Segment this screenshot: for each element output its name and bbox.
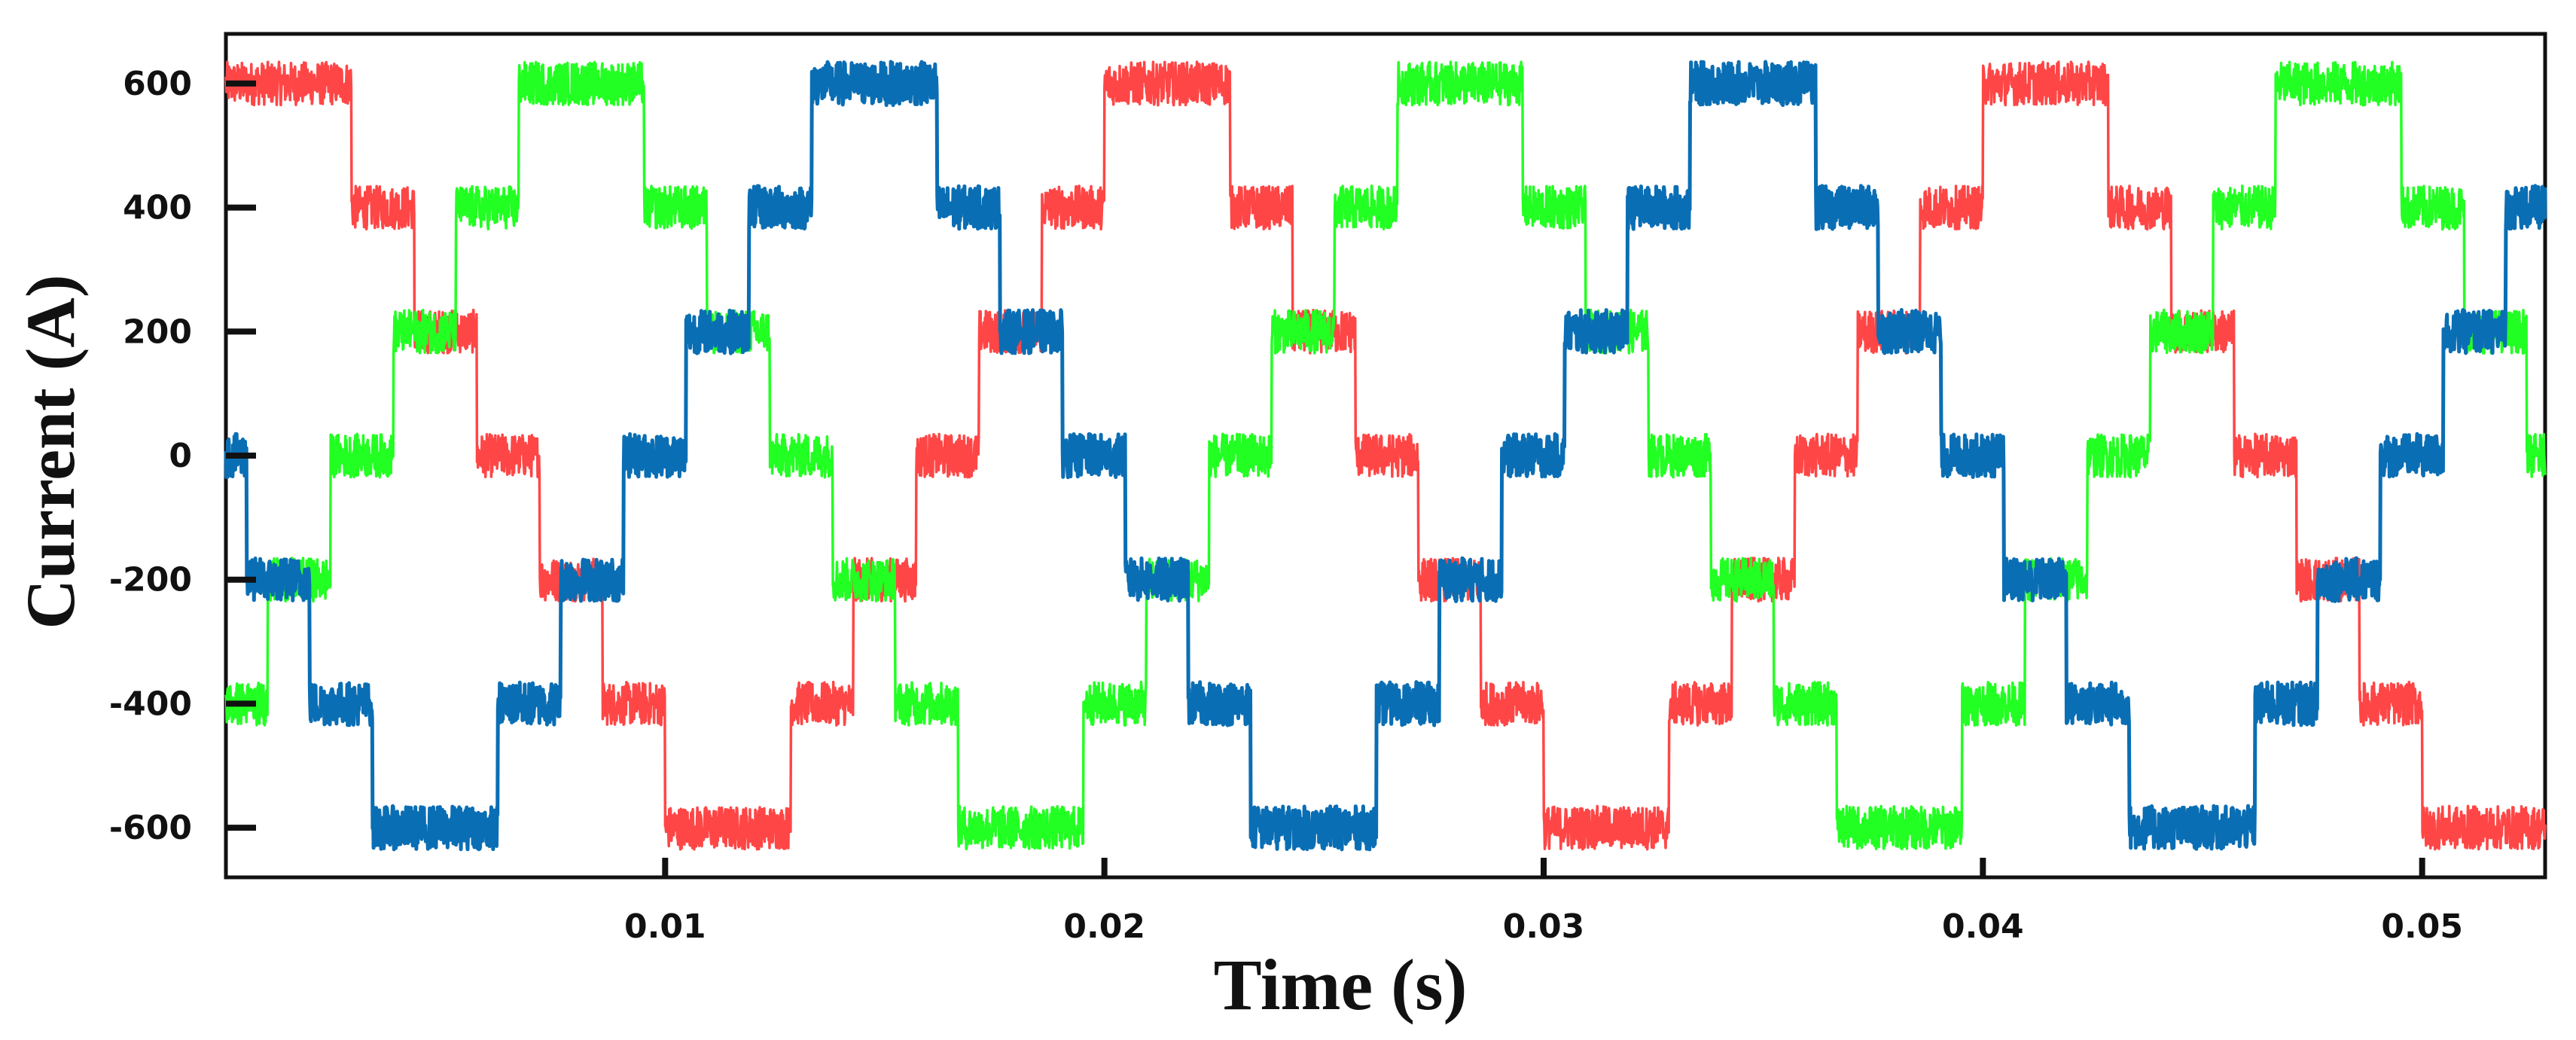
y-tick-label: -400 <box>109 685 192 723</box>
y-tick-label: -600 <box>109 809 192 847</box>
x-tick-label: 0.01 <box>624 907 706 946</box>
y-axis-title: Current (A) <box>12 275 89 630</box>
y-tick-label: -200 <box>109 561 192 599</box>
y-tick-label: 200 <box>123 313 192 351</box>
y-axis-ticks: 600 400 200 0 -200 -400 -600 <box>109 65 256 847</box>
series-line-phase-c <box>224 59 2547 852</box>
x-tick-label: 0.02 <box>1063 907 1145 946</box>
series-line-phase-b <box>224 60 2547 851</box>
y-tick-label: 0 <box>169 437 192 475</box>
x-axis-ticks: 0.01 0.02 0.03 0.04 0.05 <box>624 858 2463 946</box>
series-line-phase-a <box>224 60 2547 851</box>
x-tick-label: 0.05 <box>2381 907 2463 946</box>
series-layer <box>224 59 2547 852</box>
y-tick-label: 600 <box>123 65 192 103</box>
x-axis-title: Time (s) <box>1214 944 1468 1025</box>
y-tick-label: 400 <box>123 189 192 227</box>
x-tick-label: 0.04 <box>1942 907 2024 946</box>
x-tick-label: 0.03 <box>1503 907 1585 946</box>
